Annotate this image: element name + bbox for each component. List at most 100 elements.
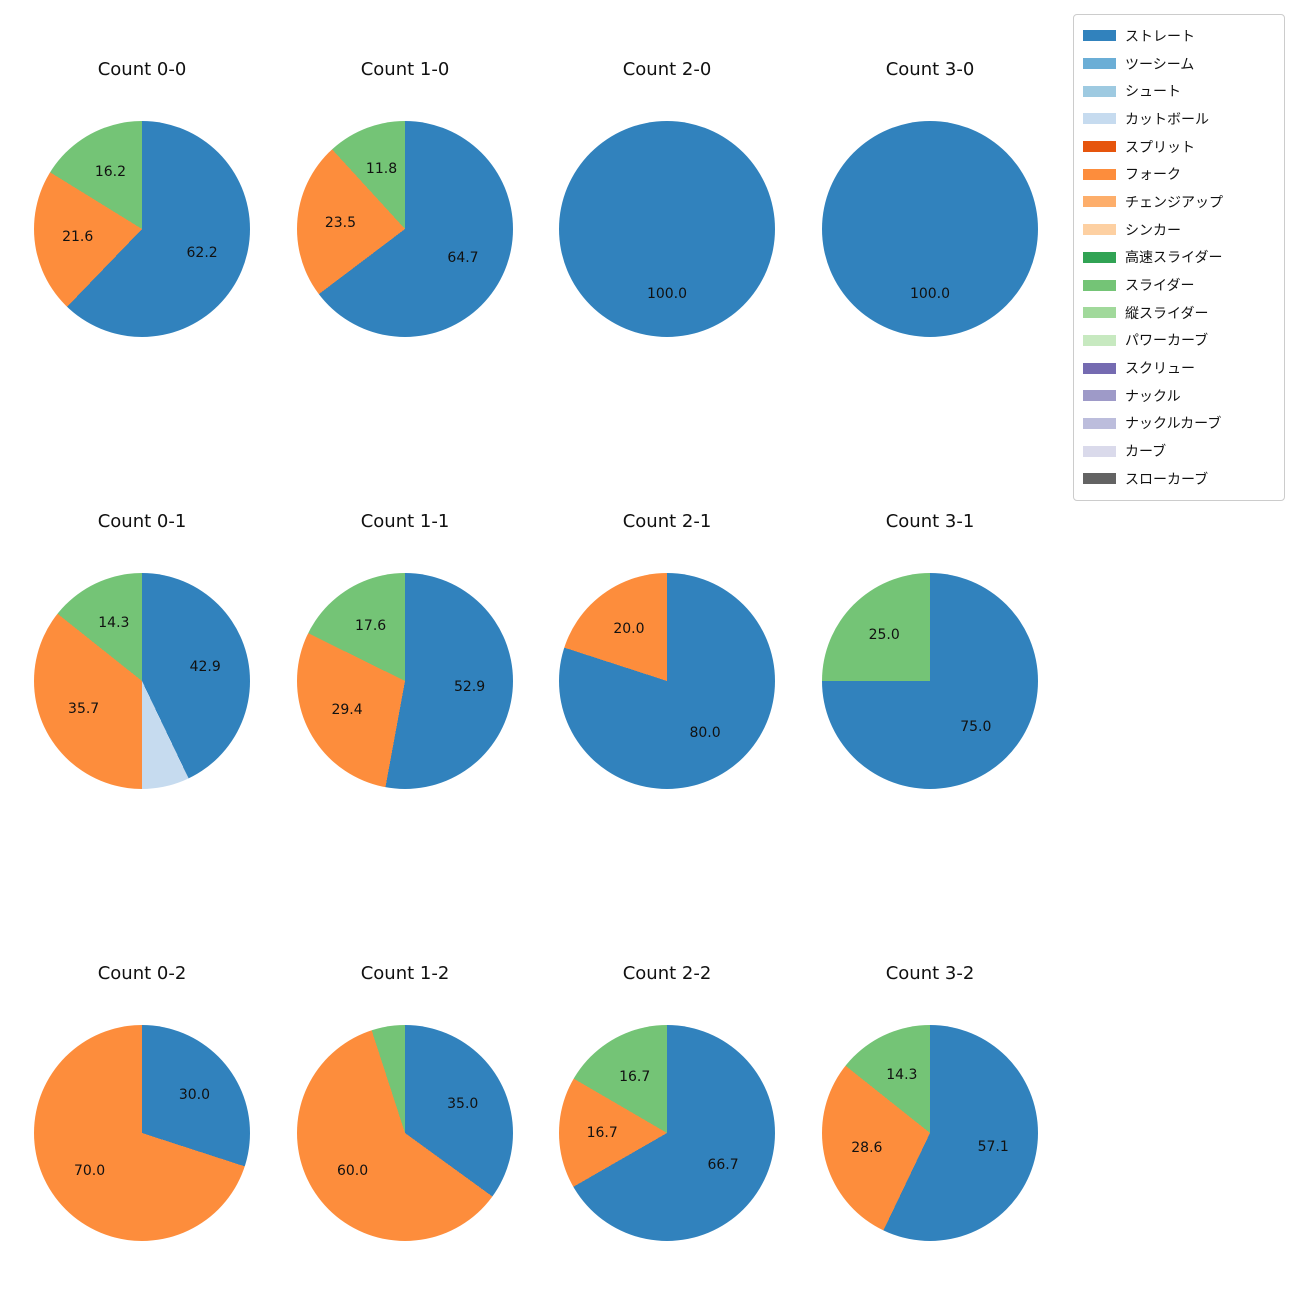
legend-item: 縦スライダー — [1083, 299, 1275, 327]
legend-label: チェンジアップ — [1125, 194, 1223, 211]
pie-chart-cell: Count 3-1 75.0 25.0 — [799, 510, 1061, 820]
legend-label: シュート — [1125, 84, 1181, 101]
legend-item: フォーク — [1083, 160, 1275, 188]
pie-percent-label: 11.8 — [365, 160, 398, 177]
legend-swatch — [1083, 58, 1116, 70]
chart-title: Count 0-2 — [97, 963, 187, 984]
pie-chart-cell: Count 3-2 57.1 28.6 14.3 — [799, 962, 1061, 1272]
legend-label: スローカーブ — [1125, 471, 1209, 488]
legend-item: ストレート — [1083, 22, 1275, 50]
pie-percent-label: 35.7 — [68, 701, 100, 718]
pie-chart-cell: Count 1-0 64.7 23.5 11.8 — [274, 58, 536, 368]
pie-percent-label: 60.0 — [336, 1163, 369, 1180]
pie-chart-cell: Count 2-2 66.7 16.7 16.7 — [536, 962, 798, 1272]
legend-label: シンカー — [1125, 222, 1181, 239]
legend-item: パワーカーブ — [1083, 327, 1275, 355]
legend-swatch — [1083, 30, 1116, 42]
pie-percent-label: 29.4 — [331, 702, 363, 719]
pie-chart-cell: Count 0-1 42.9 35.7 14.3 — [11, 510, 273, 820]
legend-item: スライダー — [1083, 271, 1275, 299]
legend-swatch — [1083, 445, 1116, 457]
legend-swatch — [1083, 390, 1116, 402]
legend-item-list: ストレート ツーシーム シュート カットボール スプリット フォーク チェンジアップ シンカー… — [1083, 22, 1275, 493]
pie — [822, 573, 1038, 789]
pie — [297, 573, 513, 789]
pie-percent-label: 75.0 — [960, 718, 992, 735]
legend-swatch — [1083, 85, 1116, 97]
pie-chart-cell: Count 3-0 100.0 — [799, 58, 1061, 368]
legend-item: カーブ — [1083, 437, 1275, 465]
pie-percent-label: 57.1 — [977, 1139, 1009, 1156]
legend-label: フォーク — [1125, 167, 1181, 184]
pie-percent-label: 62.2 — [186, 245, 218, 262]
legend-label: ストレート — [1125, 28, 1195, 45]
chart-title: Count 0-0 — [97, 59, 187, 80]
legend-swatch — [1083, 168, 1116, 180]
chart-title: Count 0-1 — [97, 511, 187, 532]
pie-percent-label: 80.0 — [689, 725, 721, 742]
legend-swatch — [1083, 473, 1116, 485]
pie-percent-label: 66.7 — [707, 1157, 739, 1174]
legend-label: スライダー — [1125, 278, 1195, 295]
pie — [559, 121, 775, 337]
pie-chart-cell: Count 0-0 62.2 21.6 16.2 — [11, 58, 273, 368]
pie-percent-label: 100.0 — [909, 285, 951, 302]
chart-title: Count 2-2 — [622, 963, 712, 984]
pie-percent-label: 25.0 — [868, 627, 900, 644]
pie-chart-cell: Count 2-0 100.0 — [536, 58, 798, 368]
pie-percent-label: 23.5 — [324, 215, 357, 232]
pie — [822, 1025, 1038, 1241]
legend-label: ナックルカーブ — [1125, 416, 1222, 433]
legend-swatch — [1083, 113, 1116, 125]
legend: ストレート ツーシーム シュート カットボール スプリット フォーク チェンジアップ シンカー… — [1073, 14, 1285, 501]
legend-swatch — [1083, 251, 1116, 263]
pie-percent-label: 70.0 — [73, 1163, 106, 1180]
pie-percent-label: 64.7 — [447, 249, 479, 266]
chart-title: Count 2-0 — [622, 59, 712, 80]
pie-percent-label: 28.6 — [851, 1139, 883, 1156]
legend-label: ツーシーム — [1125, 56, 1195, 73]
pie-percent-label: 21.6 — [62, 229, 94, 246]
legend-item: チェンジアップ — [1083, 188, 1275, 216]
legend-item: ナックル — [1083, 382, 1275, 410]
legend-swatch — [1083, 362, 1116, 374]
pie — [34, 121, 250, 337]
legend-label: ナックル — [1125, 388, 1181, 405]
legend-item: ナックルカーブ — [1083, 410, 1275, 438]
pie-percent-label: 52.9 — [453, 678, 486, 695]
legend-swatch — [1083, 307, 1116, 319]
legend-item: シンカー — [1083, 216, 1275, 244]
legend-label: パワーカーブ — [1125, 333, 1209, 350]
legend-label: カーブ — [1125, 444, 1167, 461]
pie — [559, 573, 775, 789]
legend-swatch — [1083, 224, 1116, 236]
legend-swatch — [1083, 417, 1116, 429]
chart-title: Count 1-0 — [360, 59, 450, 80]
legend-item: 高速スライダー — [1083, 244, 1275, 272]
legend-swatch — [1083, 141, 1116, 153]
pie-percent-label: 35.0 — [447, 1095, 479, 1112]
legend-item: スプリット — [1083, 133, 1275, 161]
chart-title: Count 1-2 — [360, 963, 450, 984]
pie-percent-label: 16.7 — [586, 1124, 618, 1141]
chart-title: Count 3-1 — [885, 511, 975, 532]
legend-label: スプリット — [1125, 139, 1195, 156]
pie-chart-cell: Count 2-1 80.0 20.0 — [536, 510, 798, 820]
chart-title: Count 1-1 — [360, 511, 450, 532]
legend-item: スローカーブ — [1083, 465, 1275, 493]
legend-swatch — [1083, 279, 1116, 291]
legend-label: 縦スライダー — [1125, 305, 1209, 322]
legend-label: スクリュー — [1125, 361, 1195, 378]
pie-percent-label: 42.9 — [189, 658, 221, 675]
chart-title: Count 3-0 — [885, 59, 975, 80]
pie-percent-label: 30.0 — [178, 1086, 211, 1103]
pie-chart-cell: Count 1-1 52.9 29.4 17.6 — [274, 510, 536, 820]
pie — [559, 1025, 775, 1241]
pie-percent-label: 16.7 — [619, 1068, 651, 1085]
pie — [297, 121, 513, 337]
legend-item: シュート — [1083, 77, 1275, 105]
pie-chart-cell: Count 0-2 30.0 70.0 — [11, 962, 273, 1272]
pie-percent-label: 16.2 — [94, 164, 127, 181]
legend-label: 高速スライダー — [1125, 250, 1223, 267]
